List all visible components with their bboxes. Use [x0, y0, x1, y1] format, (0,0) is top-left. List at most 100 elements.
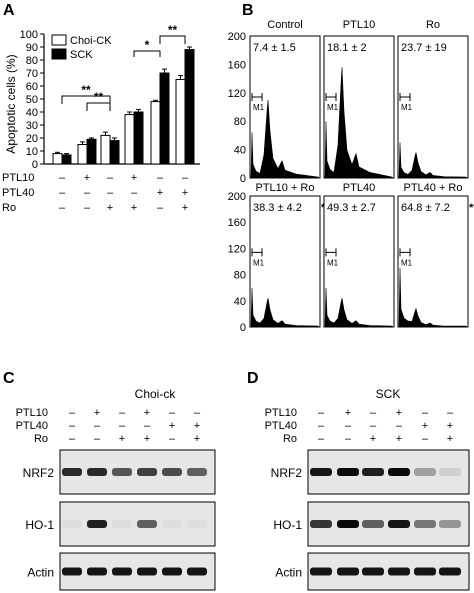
histogram-y-tick-label: 160 — [228, 217, 246, 229]
blot-band — [162, 567, 182, 576]
histogram-y-tick-label: 40 — [234, 145, 246, 157]
significance-label: ** — [81, 83, 91, 97]
condition-mark: – — [318, 433, 325, 445]
condition-mark: + — [157, 187, 163, 199]
condition-mark: – — [422, 433, 429, 445]
bar-sck-2 — [86, 138, 97, 165]
bar-sck-1 — [61, 154, 72, 165]
histogram-value: 18.1 ± 2 — [327, 42, 367, 54]
legend-swatch-choi-ck — [51, 34, 67, 46]
histogram-y-tick-label: 120 — [228, 243, 246, 255]
histogram-trace — [324, 287, 394, 328]
condition-label: PTL40 — [2, 187, 34, 199]
histogram-trace — [250, 287, 320, 328]
blot-band — [310, 567, 332, 576]
condition-mark: – — [182, 172, 189, 184]
histogram-y-tick-label: 0 — [240, 322, 246, 334]
condition-mark: + — [370, 433, 376, 445]
gate-label: M1 — [401, 103, 413, 112]
histogram-value: 38.3 ± 4.2 — [253, 202, 302, 214]
condition-mark: – — [396, 420, 403, 432]
blot-band — [137, 468, 157, 476]
condition-mark: – — [169, 433, 176, 445]
condition-mark: – — [119, 407, 126, 419]
blot-band — [62, 468, 82, 476]
condition-mark: + — [194, 420, 200, 432]
condition-mark: – — [107, 172, 114, 184]
y-tick-label: 70 — [26, 68, 38, 80]
histogram-value: 49.3 ± 2.7 — [327, 202, 376, 214]
gate-label: M1 — [253, 103, 265, 112]
blot-band — [62, 567, 82, 576]
gate-label: M1 — [253, 258, 265, 267]
condition-mark: – — [131, 187, 138, 199]
condition-mark: + — [169, 420, 175, 432]
blot-band — [112, 468, 132, 476]
y-axis-label: Apoptotic cells (%) — [4, 54, 18, 153]
bar-sck-3 — [109, 140, 120, 165]
condition-mark: – — [447, 407, 454, 419]
histogram-frame — [249, 195, 321, 328]
histogram-value: 64.8 ± 7.2 — [401, 202, 450, 214]
histogram-panel-ptl10: PTL10 18.1 ± 2 M1 — [323, 19, 395, 179]
histogram-frame — [249, 35, 321, 179]
blot-band — [112, 567, 132, 576]
condition-label: PTL10 — [265, 407, 297, 419]
condition-mark: – — [84, 202, 91, 214]
histogram-title: Control — [267, 19, 302, 31]
blot-band — [388, 468, 410, 476]
condition-mark: – — [69, 420, 76, 432]
gate-label: M1 — [401, 258, 413, 267]
bar-choi-ck-3 — [100, 134, 111, 165]
blot-row-label: NRF2 — [23, 466, 55, 480]
blot-band — [62, 520, 82, 528]
gate-marker — [325, 93, 337, 102]
condition-label: PTL10 — [16, 407, 48, 419]
blot-band — [439, 468, 461, 476]
histogram-y-tick-label: 120 — [228, 88, 246, 100]
condition-mark: – — [157, 202, 164, 214]
histogram-y-tick-label: 80 — [234, 270, 246, 282]
legend-label-sck: SCK — [70, 49, 93, 61]
y-tick-label: 0 — [32, 159, 38, 171]
blot-band — [187, 567, 207, 576]
blot-band — [439, 567, 461, 576]
condition-mark: – — [345, 420, 352, 432]
condition-mark: – — [144, 420, 151, 432]
condition-mark: – — [157, 172, 164, 184]
blot-row-label: NRF2 — [271, 466, 303, 480]
blot-band — [137, 567, 157, 576]
blot-band — [137, 520, 157, 528]
condition-label: Ro — [2, 202, 16, 214]
y-tick-label: 100 — [20, 29, 38, 41]
histogram-y-tick-label: 40 — [234, 296, 246, 308]
condition-mark: – — [59, 202, 66, 214]
condition-mark: – — [318, 420, 325, 432]
panel-label-c: C — [3, 370, 15, 387]
blot-row-label: HO-1 — [273, 518, 302, 532]
condition-mark: – — [194, 407, 201, 419]
condition-mark: – — [169, 407, 176, 419]
significance-bracket — [159, 35, 186, 44]
condition-mark: + — [396, 433, 402, 445]
blot-band — [310, 468, 332, 476]
condition-label: PTL10 — [2, 172, 34, 184]
blot-row-label: Actin — [27, 566, 54, 580]
histogram-panel-ptl40-ro: PTL40 + Ro 64.8 ± 7.2 ** M1 — [397, 182, 474, 328]
blot-band — [112, 520, 132, 528]
condition-mark: + — [194, 433, 200, 445]
significance-bracket — [86, 102, 111, 111]
condition-table: PTL10 – + – + – – PTL40 – – – – + + Ro – – + + – + — [2, 172, 189, 214]
histogram-value: 23.7 ± 19 — [401, 42, 447, 54]
y-tick-label: 10 — [26, 146, 38, 158]
histogram-y-ticks: 0 40 80 120 160 200 — [228, 31, 246, 185]
condition-mark: – — [345, 433, 352, 445]
blot-band — [388, 567, 410, 576]
blot-band — [87, 468, 107, 476]
condition-mark: – — [94, 433, 101, 445]
blot-title: SCK — [376, 387, 401, 401]
histogram-trace — [398, 142, 468, 179]
condition-mark: – — [94, 420, 101, 432]
condition-mark: + — [144, 407, 150, 419]
